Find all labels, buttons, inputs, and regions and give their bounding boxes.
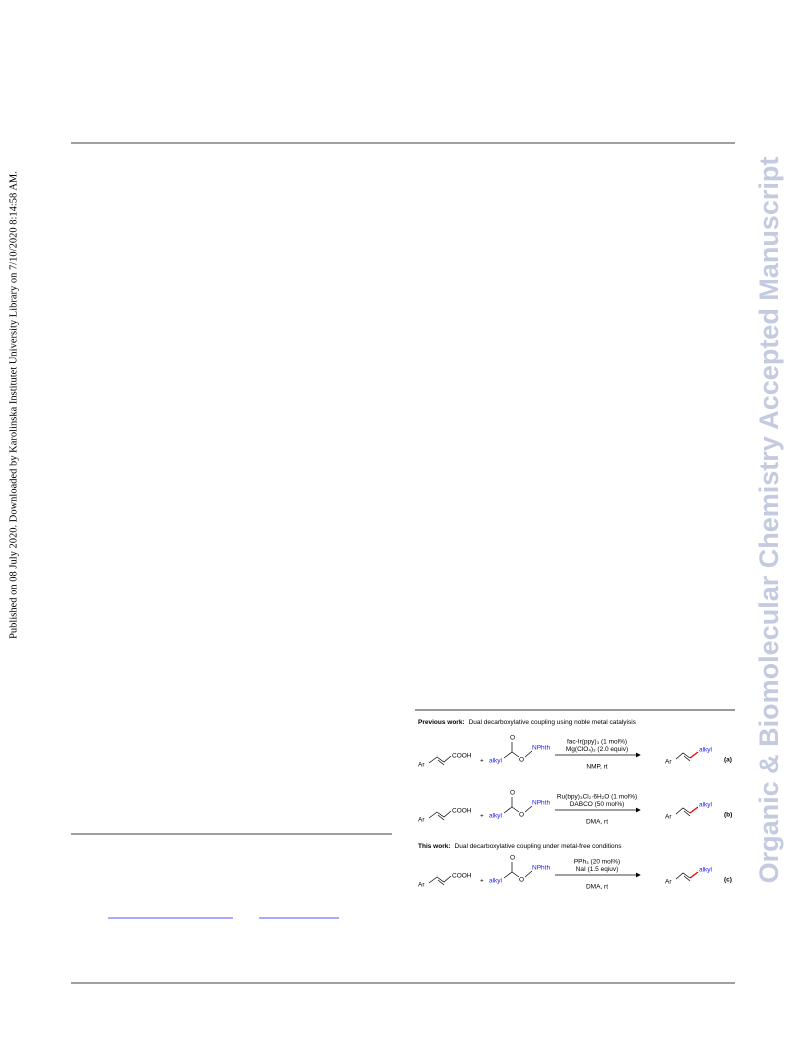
aryl: Ar xyxy=(418,762,425,769)
condition: DABCO (50 mol%) xyxy=(570,801,625,808)
product-aryl: Ar xyxy=(665,879,672,886)
ester-o: O xyxy=(519,757,524,764)
new-bond xyxy=(689,806,699,814)
ester-bond xyxy=(503,751,520,759)
condition: fac-Ir(ppy)₃ (1 mol%) xyxy=(567,739,627,746)
arrow-head xyxy=(635,807,641,813)
condition: DMA, rt xyxy=(586,884,608,891)
condition: NaI (1.5 eqiuv) xyxy=(576,866,619,873)
plus: + xyxy=(480,758,484,765)
condition: Ru(bpy)₃Cl₂·6H₂O (1 mol%) xyxy=(557,794,637,801)
condition: DMA, rt xyxy=(586,819,608,826)
ester-o: O xyxy=(519,812,524,819)
acid: COOH xyxy=(452,753,472,760)
nphth: NPhth xyxy=(532,800,550,807)
ester-bond xyxy=(503,806,520,814)
nphth: NPhth xyxy=(532,865,550,872)
double-bond xyxy=(437,879,445,886)
alkene-bond xyxy=(428,755,452,764)
acid: COOH xyxy=(452,873,472,880)
new-bond xyxy=(689,871,699,879)
scheme-heading: Previous work: Dual decarboxylative coupl… xyxy=(418,719,637,726)
n-o-bond xyxy=(524,750,533,758)
scheme-heading: This work: Dual decarboxylative coupling … xyxy=(418,843,622,850)
n-o-bond xyxy=(524,805,533,813)
watermark: Organic & Biomolecular Chemistry Accepte… xyxy=(754,157,784,884)
reaction-label: (b) xyxy=(724,812,732,819)
acid: COOH xyxy=(452,808,472,815)
product-bond xyxy=(675,752,691,760)
condition: PPh₃ (20 mol%) xyxy=(574,859,620,866)
product-double-bond xyxy=(683,810,691,817)
aryl: Ar xyxy=(418,882,425,889)
alkyl: alkyl xyxy=(489,758,503,765)
alkyl: alkyl xyxy=(489,813,503,820)
double-bond xyxy=(437,759,445,766)
reaction-label: (c) xyxy=(724,877,732,884)
nphth: NPhth xyxy=(532,745,550,752)
aryl: Ar xyxy=(418,817,425,824)
plus: + xyxy=(480,813,484,820)
ester-bond xyxy=(503,871,520,879)
reaction-label: (a) xyxy=(724,757,732,764)
arrow-head xyxy=(635,752,641,758)
product-alkyl: alkyl xyxy=(699,747,713,754)
heading-label: This work: xyxy=(418,843,451,850)
double-bond xyxy=(437,814,445,821)
product-double-bond xyxy=(683,875,691,882)
product-bond xyxy=(675,807,691,815)
heading-label: Previous work: xyxy=(418,719,465,726)
alkene-bond xyxy=(428,810,452,819)
ester-o: O xyxy=(519,877,524,884)
carbonyl-o: O xyxy=(510,855,515,862)
heading-text: Dual decarboxylative coupling under meta… xyxy=(455,843,623,850)
plus: + xyxy=(480,878,484,885)
carbonyl-o: O xyxy=(510,790,515,797)
product-alkyl: alkyl xyxy=(699,867,713,874)
n-o-bond xyxy=(524,870,533,878)
carbonyl-o: O xyxy=(510,735,515,742)
product-aryl: Ar xyxy=(665,814,672,821)
download-note: Published on 08 July 2020. Downloaded by… xyxy=(8,171,19,639)
alkyl: alkyl xyxy=(489,878,503,885)
product-alkyl: alkyl xyxy=(699,802,713,809)
product-bond xyxy=(675,872,691,880)
condition: Mg(ClO₄)₂ (2.0 equiv) xyxy=(566,746,628,753)
new-bond xyxy=(689,751,699,759)
condition: NMP, rt xyxy=(586,764,607,771)
arrow-head xyxy=(635,872,641,878)
heading-text: Dual decarboxylative coupling using nobl… xyxy=(469,719,637,726)
product-aryl: Ar xyxy=(665,759,672,766)
product-double-bond xyxy=(683,755,691,762)
alkene-bond xyxy=(428,875,452,884)
